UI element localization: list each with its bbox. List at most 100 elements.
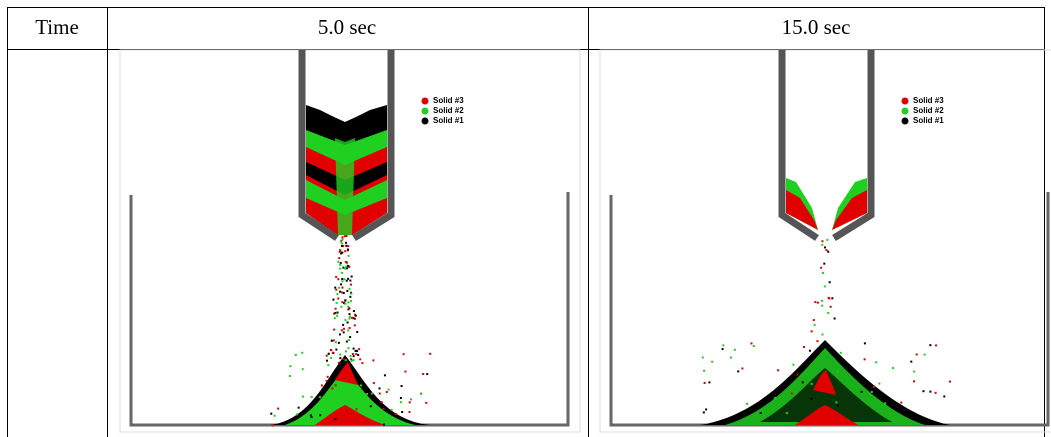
particle [900,401,903,404]
particle [339,252,342,255]
panel-frame [119,49,581,433]
particle [737,370,740,373]
particle [344,299,347,302]
legend-label: Solid #1 [433,116,464,125]
pile-black [760,368,892,422]
header-cell: 5.0 sec [318,15,376,39]
particle [796,373,799,376]
particle [339,353,342,356]
particle [913,380,916,383]
particle [722,344,725,347]
particle [833,317,836,320]
particle [327,364,330,367]
particle [884,402,887,405]
particle [383,374,386,377]
particle [741,367,744,370]
particle [336,314,339,317]
particle [347,264,350,267]
particle [816,301,819,304]
particle [346,267,349,270]
particle [346,289,349,292]
particle [875,361,878,364]
particle [347,301,350,304]
particle [345,340,348,343]
particle [348,313,351,316]
particle [341,277,344,280]
particle [345,235,348,238]
particle [336,293,339,296]
particle [399,397,402,400]
particle [824,246,827,249]
particle [355,353,358,356]
particle [399,401,402,404]
particle [350,275,353,278]
particle [746,402,749,405]
pile-green [285,368,415,425]
particle [340,271,343,274]
particle [354,349,357,352]
pile-red [795,405,858,425]
particle [345,279,348,282]
hopper-wall [778,50,819,241]
particle [759,412,762,415]
header-cell: 15.0 sec [782,15,851,39]
particle [721,348,724,351]
particle [426,373,429,376]
particle [270,412,273,415]
particle [812,319,815,322]
particle [352,355,355,358]
particle [401,410,404,413]
particle [310,416,313,419]
particle [387,388,390,391]
particle [390,408,393,411]
particle [870,390,873,393]
particle [335,275,338,278]
fill-red [786,190,818,230]
hopper-wall [352,50,395,241]
particle [929,344,932,347]
particle [402,353,405,356]
particle [350,360,353,363]
particle [358,348,361,351]
particle [334,418,337,421]
particle [342,331,345,334]
particle [370,392,373,395]
particle [378,387,381,390]
legend-swatch [901,97,909,105]
particle [354,313,357,316]
particle [348,317,351,320]
particle [347,277,350,280]
particle [340,291,343,294]
particle [339,290,342,293]
particle [803,345,806,348]
legend-label: Solid #3 [913,96,944,105]
fill-green [335,138,355,235]
particle [333,317,336,320]
particle [729,356,732,359]
particle [332,298,335,301]
particle [943,395,946,398]
particle [301,395,304,398]
particle [702,411,705,414]
particle [342,245,345,248]
particle [342,357,345,360]
particle [356,330,359,333]
particle [352,347,355,350]
particle [372,382,375,385]
particle [863,342,866,345]
particle [408,411,411,414]
particle [338,333,341,336]
particle [910,360,913,363]
legend-swatch [421,107,429,115]
particle [341,251,344,254]
particle [330,349,333,352]
particle [297,406,300,409]
particle [346,321,349,324]
particle [344,267,347,270]
particle [334,384,337,387]
particle [750,342,753,345]
particle [354,314,357,317]
particle [708,381,711,384]
particle [348,287,351,290]
